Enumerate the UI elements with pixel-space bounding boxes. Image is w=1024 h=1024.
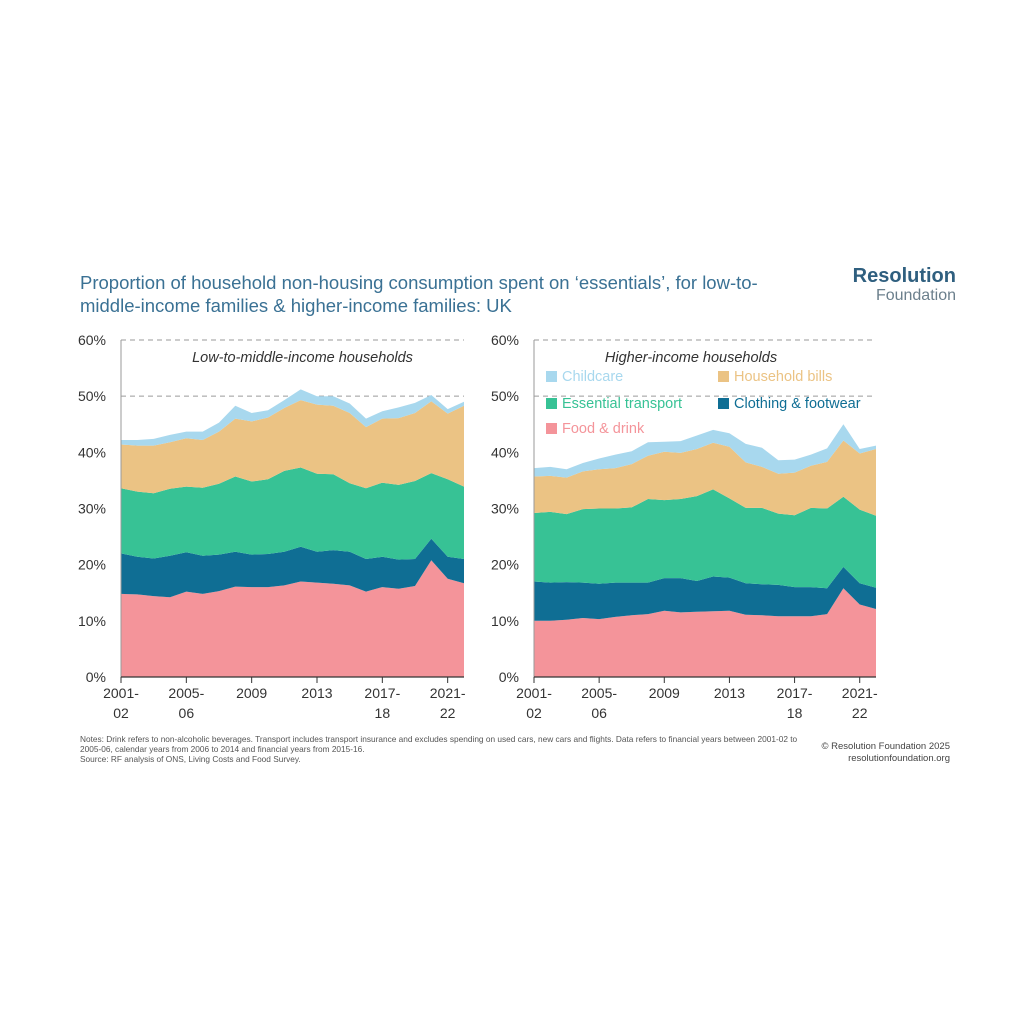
x-tick-label-line2: 06 <box>591 705 607 721</box>
legend-label: Clothing & footwear <box>734 396 861 412</box>
y-tick-label: 60% <box>491 332 519 348</box>
x-tick-label: 2009 <box>236 685 267 701</box>
y-tick-label: 30% <box>491 501 519 517</box>
area-transport <box>534 489 876 589</box>
area-food <box>534 588 876 677</box>
x-tick-label-line2: 06 <box>179 705 195 721</box>
area-transport <box>121 467 464 560</box>
website-text: resolutionfoundation.org <box>848 753 950 764</box>
legend-swatch <box>546 398 557 409</box>
area-childcare <box>121 389 464 446</box>
y-tick-label: 40% <box>491 444 519 460</box>
y-tick-label: 0% <box>86 669 106 685</box>
x-tick-label: 2009 <box>649 685 680 701</box>
legend: Childcare Household bills Essential transp… <box>546 369 861 437</box>
x-tick-label-line2: 18 <box>375 705 391 721</box>
x-tick-label: 2017- <box>777 685 813 701</box>
y-tick-label: 10% <box>491 613 519 629</box>
logo-line-2: Foundation <box>875 287 956 304</box>
legend-label: Household bills <box>734 369 832 385</box>
legend-swatch <box>546 423 557 434</box>
area-clothing <box>121 538 464 598</box>
x-tick-label: 2005- <box>168 685 204 701</box>
area-childcare <box>534 424 876 478</box>
x-tick-label: 2021- <box>842 685 878 701</box>
x-tick-label: 2013 <box>301 685 332 701</box>
x-tick-label: 2005- <box>581 685 617 701</box>
y-tick-label: 60% <box>78 332 106 348</box>
legend-swatch <box>718 371 729 382</box>
notes-block: Notes: Drink refers to non-alcoholic bev… <box>80 734 800 764</box>
panel-low-to-middle-income: 0% 10% 20% 30% 40% 50% 60% 2001- 02 2005- 06 2009 20… <box>78 332 466 721</box>
notes-text: Notes: Drink refers to non-alcoholic bev… <box>80 734 798 754</box>
x-tick-label-line2: 22 <box>440 705 456 721</box>
y-tick-label: 0% <box>499 669 519 685</box>
y-tick-label: 50% <box>491 388 519 404</box>
x-tick-label: 2021- <box>430 685 466 701</box>
area-bills <box>534 440 876 516</box>
x-tick-label: 2001- <box>103 685 139 701</box>
x-tick-label-line2: 02 <box>526 705 542 721</box>
area-bills <box>121 400 464 494</box>
logo-line-1: Resolution <box>852 265 956 287</box>
panel-title: Low-to-middle-income households <box>192 350 413 366</box>
x-tick-label-line2: 18 <box>787 705 803 721</box>
legend-item-clothing: Clothing & footwear <box>718 396 861 412</box>
y-tick-label: 20% <box>78 557 106 573</box>
chart-title: Proportion of household non-housing cons… <box>80 272 758 316</box>
copyright-text: © Resolution Foundation 2025 <box>821 741 950 752</box>
source-text: Source: RF analysis of ONS, Living Costs… <box>80 754 301 764</box>
x-tick-label: 2001- <box>516 685 552 701</box>
y-tick-label: 10% <box>78 613 106 629</box>
x-tick-label-line2: 22 <box>852 705 868 721</box>
area-clothing <box>534 566 876 621</box>
legend-item-bills: Household bills <box>718 369 832 385</box>
legend-label: Food & drink <box>562 421 645 437</box>
y-tick-label: 30% <box>78 501 106 517</box>
credit-block: © Resolution Foundation 2025 resolutionf… <box>800 741 950 765</box>
legend-swatch <box>718 398 729 409</box>
legend-label: Childcare <box>562 369 623 385</box>
legend-item-food: Food & drink <box>546 421 645 437</box>
y-tick-label: 40% <box>78 444 106 460</box>
legend-item-childcare: Childcare <box>546 369 623 385</box>
legend-swatch <box>546 371 557 382</box>
legend-item-transport: Essential transport <box>546 396 682 412</box>
y-tick-label: 50% <box>78 388 106 404</box>
x-tick-label: 2017- <box>364 685 400 701</box>
x-tick-label-line2: 02 <box>113 705 129 721</box>
y-tick-label: 20% <box>491 557 519 573</box>
x-tick-label: 2013 <box>714 685 745 701</box>
panel-higher-income: 0% 10% 20% 30% 40% 50% 60% 2001- 02 2005- 06 2009 20… <box>491 332 878 721</box>
legend-label: Essential transport <box>562 396 682 412</box>
panel-title: Higher-income households <box>605 350 777 366</box>
resolution-foundation-logo: Resolution Foundation <box>838 265 956 305</box>
area-food <box>121 560 464 677</box>
